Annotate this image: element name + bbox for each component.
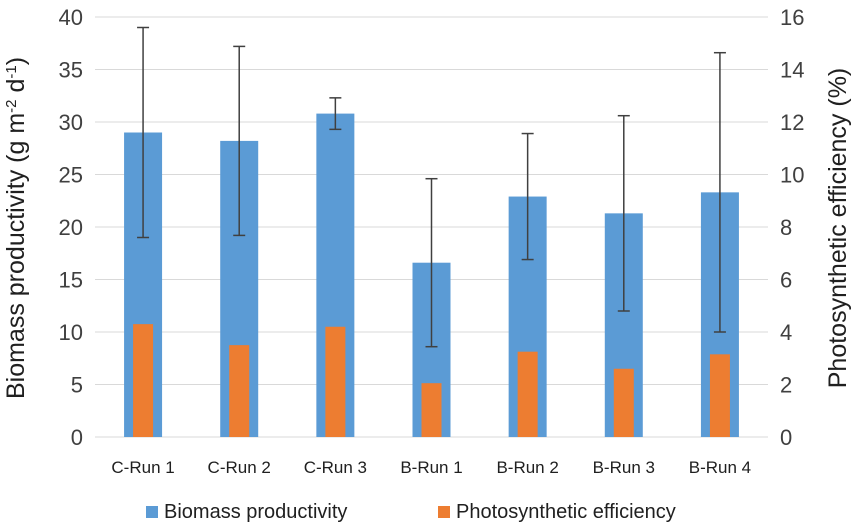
y-tick-left: 15: [59, 268, 83, 293]
y-tick-left: 40: [59, 5, 83, 30]
bar-photosynthetic-efficiency: [229, 345, 250, 437]
y-tick-right: 16: [780, 5, 804, 30]
y-tick-right: 4: [780, 320, 792, 345]
bar-photosynthetic-efficiency: [709, 354, 730, 437]
bar-photosynthetic-efficiency: [517, 351, 538, 437]
y-tick-left: 30: [59, 110, 83, 135]
y-tick-left: 20: [59, 215, 83, 240]
error-bars: [137, 26, 726, 348]
y-tick-right: 6: [780, 268, 792, 293]
bar-photosynthetic-efficiency: [133, 324, 154, 437]
y-tick-right: 2: [780, 373, 792, 398]
x-tick-label: C-Run 1: [111, 458, 174, 477]
legend-swatch-biomass: [146, 506, 158, 518]
y-axis-right-title: Photosynthetic efficiency (%): [824, 68, 852, 389]
y-tick-right: 8: [780, 215, 792, 240]
legend-label-photosynthetic: Photosynthetic efficiency: [456, 501, 676, 523]
y-tick-left: 35: [59, 58, 83, 83]
legend-label-biomass: Biomass productivity: [164, 501, 347, 523]
y-tick-right: 0: [780, 425, 792, 450]
y-tick-right: 14: [780, 58, 804, 83]
bar-photosynthetic-efficiency: [325, 326, 346, 437]
x-tick-label: B-Run 3: [593, 458, 655, 477]
y-tick-left: 5: [71, 373, 83, 398]
x-tick-label: C-Run 2: [208, 458, 271, 477]
y-tick-left: 25: [59, 163, 83, 188]
x-tick-label: B-Run 1: [400, 458, 462, 477]
bar-photosynthetic-efficiency: [613, 368, 634, 437]
x-tick-label: B-Run 2: [496, 458, 558, 477]
legend: Biomass productivity Photosynthetic effi…: [146, 501, 676, 523]
x-tick-label: B-Run 4: [689, 458, 751, 477]
y-tick-left: 0: [71, 425, 83, 450]
tick-labels: 0 5 10 15 20 25 30 35 40 0 2 4 6 8 10 12 14 16 C-Run 1 C-Ru…: [59, 5, 805, 477]
bar-photosynthetic-efficiency: [421, 383, 442, 437]
x-tick-label: C-Run 3: [304, 458, 367, 477]
y-axis-left-title: Biomass productivity (g m-2 d-1): [2, 57, 30, 399]
y-tick-right: 12: [780, 110, 804, 135]
y-tick-left: 10: [59, 320, 83, 345]
y-tick-right: 10: [780, 163, 804, 188]
legend-swatch-photosynthetic: [438, 506, 450, 518]
